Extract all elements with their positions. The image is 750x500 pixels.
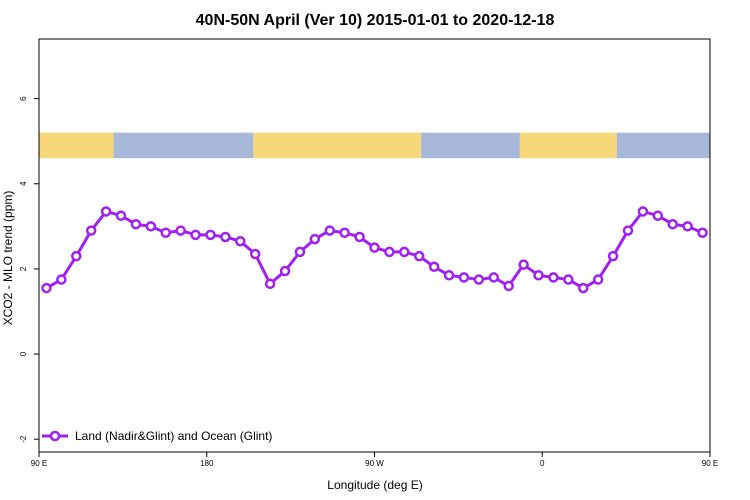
data-point-39 xyxy=(622,225,634,236)
data-point-36 xyxy=(578,282,589,294)
mask-segment-ocean-3 xyxy=(421,132,520,159)
data-point-29 xyxy=(473,274,485,285)
data-point-43 xyxy=(682,221,693,232)
data-point-28 xyxy=(458,272,470,283)
x-tick-label-0: 90 E xyxy=(31,459,47,468)
data-point-31 xyxy=(503,280,514,292)
data-point-27 xyxy=(443,270,455,281)
data-point-18 xyxy=(309,233,321,245)
data-point-44 xyxy=(697,227,708,238)
data-point-9 xyxy=(175,225,186,236)
data-point-22 xyxy=(369,242,380,253)
data-point-2 xyxy=(71,250,82,262)
data-point-13 xyxy=(235,235,246,247)
legend: Land (Nadir&Glint) and Ocean (Glint) xyxy=(42,429,272,443)
y-tick-label-3: 4 xyxy=(19,181,28,186)
data-point-11 xyxy=(205,229,216,241)
axes: 90 E 180 90 W 0 90 E -2 0 2 4 6 xyxy=(19,96,718,468)
mask-segment-land-2 xyxy=(253,132,422,159)
data-point-35 xyxy=(563,274,574,285)
mask-segment-land-4 xyxy=(519,132,617,159)
series-layer xyxy=(41,206,708,294)
data-point-12 xyxy=(220,231,231,243)
data-point-15 xyxy=(264,278,276,290)
y-axis-label: XCO2 - MLO trend (ppm) xyxy=(1,191,15,326)
data-point-26 xyxy=(428,261,440,273)
data-point-37 xyxy=(592,274,604,285)
x-axis-label: Longitude (deg E) xyxy=(327,478,422,492)
chart-title: 40N-50N April (Ver 10) 2015-01-01 to 202… xyxy=(196,12,555,29)
data-point-10 xyxy=(190,229,201,241)
data-point-14 xyxy=(249,248,261,260)
data-point-4 xyxy=(100,206,112,217)
y-tick-label-0: -2 xyxy=(19,435,28,443)
data-point-3 xyxy=(85,225,97,236)
data-point-23 xyxy=(384,246,395,258)
data-point-20 xyxy=(339,227,350,238)
data-point-8 xyxy=(160,227,171,238)
land-ocean-mask xyxy=(39,132,710,159)
data-point-41 xyxy=(652,210,664,221)
plot-frame xyxy=(38,38,711,453)
legend-marker xyxy=(49,430,61,442)
data-point-25 xyxy=(413,250,425,262)
data-point-32 xyxy=(518,259,529,270)
data-point-5 xyxy=(115,210,127,221)
data-point-17 xyxy=(294,246,306,258)
data-point-21 xyxy=(354,231,365,243)
mask-segment-ocean-1 xyxy=(113,132,254,159)
data-point-33 xyxy=(533,270,544,281)
data-point-16 xyxy=(279,265,291,277)
data-point-38 xyxy=(607,250,619,262)
mask-segment-land-0 xyxy=(39,132,114,159)
data-point-24 xyxy=(399,246,410,258)
y-tick-label-4: 6 xyxy=(19,96,28,101)
data-point-40 xyxy=(637,206,649,217)
data-point-7 xyxy=(145,221,157,232)
data-point-0 xyxy=(41,282,52,294)
data-point-6 xyxy=(130,218,142,230)
mask-segment-ocean-5 xyxy=(616,132,710,159)
data-point-34 xyxy=(548,272,559,283)
y-tick-label-1: 0 xyxy=(19,351,28,356)
x-tick-label-4: 90 E xyxy=(702,459,718,468)
x-tick-label-2: 90 W xyxy=(365,459,384,468)
data-point-19 xyxy=(324,225,336,236)
x-tick-label-3: 0 xyxy=(540,459,545,468)
legend-label: Land (Nadir&Glint) and Ocean (Glint) xyxy=(75,429,272,443)
y-tick-label-2: 2 xyxy=(19,266,28,271)
data-point-42 xyxy=(667,218,678,230)
data-point-30 xyxy=(488,272,500,283)
x-tick-label-1: 180 xyxy=(200,459,214,468)
data-point-1 xyxy=(56,274,67,285)
